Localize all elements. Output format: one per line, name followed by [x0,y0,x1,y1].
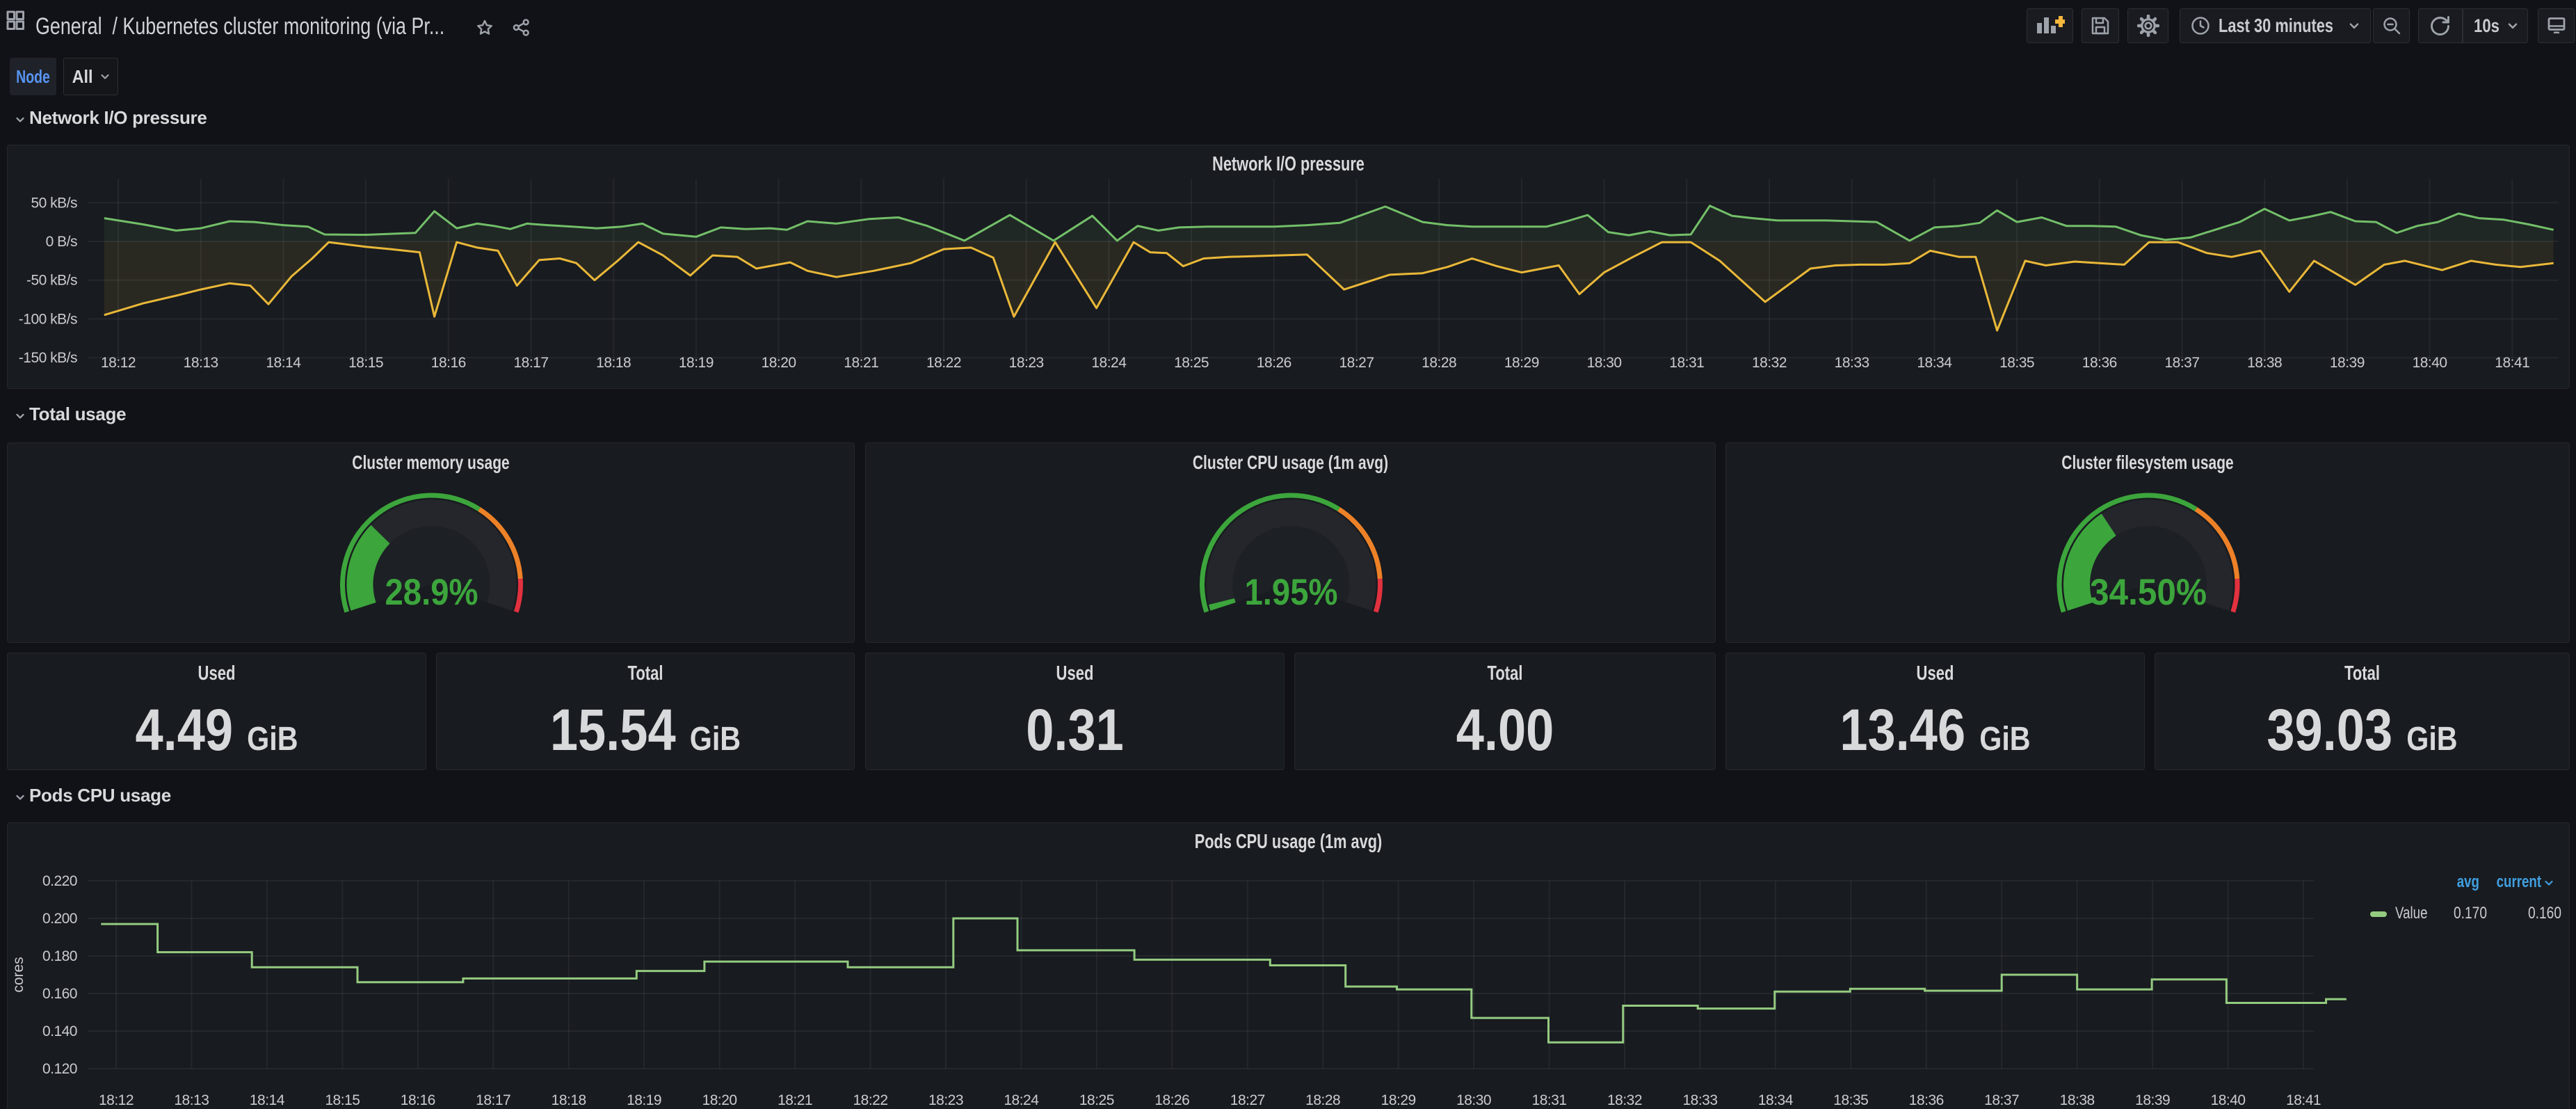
svg-text:18:30: 18:30 [1587,355,1622,371]
svg-text:18:41: 18:41 [2495,355,2529,371]
svg-text:18:26: 18:26 [1154,1092,1189,1108]
svg-text:18:33: 18:33 [1682,1092,1717,1108]
svg-text:18:22: 18:22 [926,355,961,371]
svg-text:18:20: 18:20 [762,355,796,371]
svg-text:18:15: 18:15 [348,355,383,371]
svg-text:18:38: 18:38 [2060,1092,2095,1108]
svg-text:18:34: 18:34 [1917,355,1952,371]
svg-text:18:23: 18:23 [928,1092,963,1108]
svg-text:18:27: 18:27 [1230,1092,1265,1108]
svg-text:34.50%: 34.50% [2090,572,2207,613]
svg-text:-150 kB/s: -150 kB/s [19,350,77,366]
svg-text:0.200: 0.200 [42,911,77,927]
svg-text:18:24: 18:24 [1091,355,1127,371]
svg-text:18:41: 18:41 [2286,1092,2321,1108]
svg-text:0.220: 0.220 [42,873,77,889]
svg-text:18:20: 18:20 [702,1092,737,1108]
svg-text:18:26: 18:26 [1257,355,1291,371]
svg-text:18:21: 18:21 [844,355,878,371]
svg-text:18:38: 18:38 [2247,355,2282,371]
svg-text:18:17: 18:17 [476,1092,510,1108]
svg-text:1.95%: 1.95% [1245,572,1338,613]
svg-text:18:37: 18:37 [1984,1092,2019,1108]
svg-text:18:21: 18:21 [778,1092,812,1108]
svg-text:18:15: 18:15 [325,1092,360,1108]
svg-text:18:40: 18:40 [2413,355,2447,371]
svg-text:18:30: 18:30 [1456,1092,1491,1108]
svg-text:18:12: 18:12 [99,1092,134,1108]
svg-text:18:27: 18:27 [1339,355,1374,371]
svg-text:18:28: 18:28 [1422,355,1456,371]
svg-text:18:31: 18:31 [1669,355,1704,371]
svg-text:18:19: 18:19 [627,1092,661,1108]
svg-text:18:39: 18:39 [2330,355,2365,371]
svg-text:18:19: 18:19 [679,355,714,371]
svg-text:0 B/s: 0 B/s [46,234,77,250]
svg-text:0.120: 0.120 [42,1061,77,1077]
svg-text:0.160: 0.160 [42,986,77,1002]
svg-text:18:16: 18:16 [401,1092,435,1108]
svg-text:18:29: 18:29 [1381,1092,1416,1108]
svg-text:0.140: 0.140 [42,1023,77,1039]
svg-text:18:35: 18:35 [1833,1092,1868,1108]
svg-text:18:35: 18:35 [1999,355,2034,371]
svg-text:-50 kB/s: -50 kB/s [26,273,77,289]
svg-text:18:17: 18:17 [513,355,548,371]
svg-text:18:32: 18:32 [1752,355,1787,371]
svg-text:18:23: 18:23 [1009,355,1044,371]
svg-text:0.180: 0.180 [42,948,77,964]
svg-text:18:32: 18:32 [1607,1092,1642,1108]
svg-text:18:36: 18:36 [2082,355,2117,371]
svg-text:18:14: 18:14 [250,1092,285,1108]
svg-text:28.9%: 28.9% [385,572,478,613]
svg-text:cores: cores [10,957,26,992]
svg-text:18:13: 18:13 [174,1092,209,1108]
svg-text:18:29: 18:29 [1504,355,1539,371]
svg-text:18:25: 18:25 [1079,1092,1114,1108]
svg-text:18:37: 18:37 [2164,355,2199,371]
svg-text:-100 kB/s: -100 kB/s [19,311,77,327]
svg-text:18:18: 18:18 [552,1092,586,1108]
svg-text:18:13: 18:13 [184,355,218,371]
svg-text:18:34: 18:34 [1758,1092,1794,1108]
svg-text:18:18: 18:18 [596,355,631,371]
svg-text:50 kB/s: 50 kB/s [31,195,77,211]
svg-text:18:12: 18:12 [101,355,136,371]
svg-text:18:33: 18:33 [1835,355,1869,371]
svg-text:18:36: 18:36 [1909,1092,1944,1108]
svg-text:18:16: 18:16 [431,355,466,371]
svg-text:18:14: 18:14 [266,355,301,371]
svg-text:18:31: 18:31 [1532,1092,1567,1108]
svg-text:18:28: 18:28 [1305,1092,1340,1108]
svg-text:18:39: 18:39 [2135,1092,2170,1108]
svg-text:18:24: 18:24 [1004,1092,1039,1108]
svg-text:18:22: 18:22 [853,1092,887,1108]
svg-text:18:40: 18:40 [2211,1092,2246,1108]
svg-text:18:25: 18:25 [1174,355,1209,371]
